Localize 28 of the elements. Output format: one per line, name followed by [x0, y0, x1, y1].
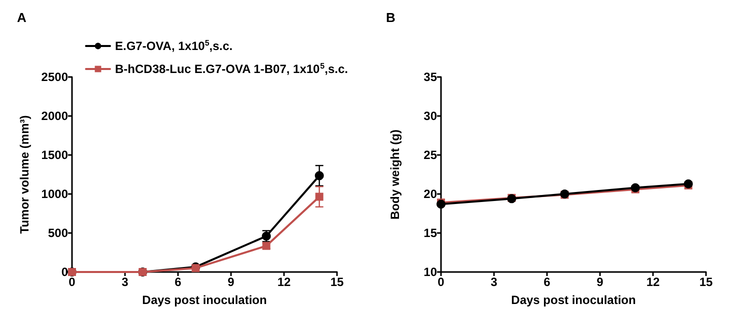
- x-tick-label: 15: [330, 275, 344, 289]
- x-tick-label: 9: [228, 275, 235, 289]
- x-tick-label: 12: [646, 275, 660, 289]
- x-tick-label: 12: [277, 275, 291, 289]
- x-tick-label: 3: [122, 275, 129, 289]
- y-tick-label: 10: [424, 265, 438, 279]
- x-tick-label: 15: [699, 275, 713, 289]
- x-axis-title: Days post inoculation: [511, 293, 636, 307]
- y-axis-title: Tumor volume (mm³): [17, 115, 32, 234]
- y-tick-label: 1000: [41, 187, 68, 201]
- y-tick-label: 500: [48, 226, 68, 240]
- y-tick-label: 15: [424, 226, 438, 240]
- x-tick-label: 6: [544, 275, 551, 289]
- y-tick-label: 35: [424, 70, 438, 84]
- y-tick-label: 2500: [41, 70, 68, 84]
- y-tick-label: 25: [424, 148, 438, 162]
- x-axis-title: Days post inoculation: [142, 293, 267, 307]
- y-tick-label: 2000: [41, 109, 68, 123]
- x-tick-label: 6: [174, 275, 182, 289]
- x-tick-label: 3: [490, 275, 498, 289]
- y-tick-label: 30: [424, 109, 438, 123]
- y-tick-label: 1500: [41, 148, 68, 162]
- chart-title: B: [386, 10, 396, 25]
- y-tick-label: 20: [424, 187, 438, 201]
- x-tick-label: 9: [596, 275, 604, 289]
- chart-title: A: [17, 10, 27, 25]
- y-axis-title: Body weight (g): [388, 130, 402, 220]
- y-tick-label: 0: [61, 265, 68, 279]
